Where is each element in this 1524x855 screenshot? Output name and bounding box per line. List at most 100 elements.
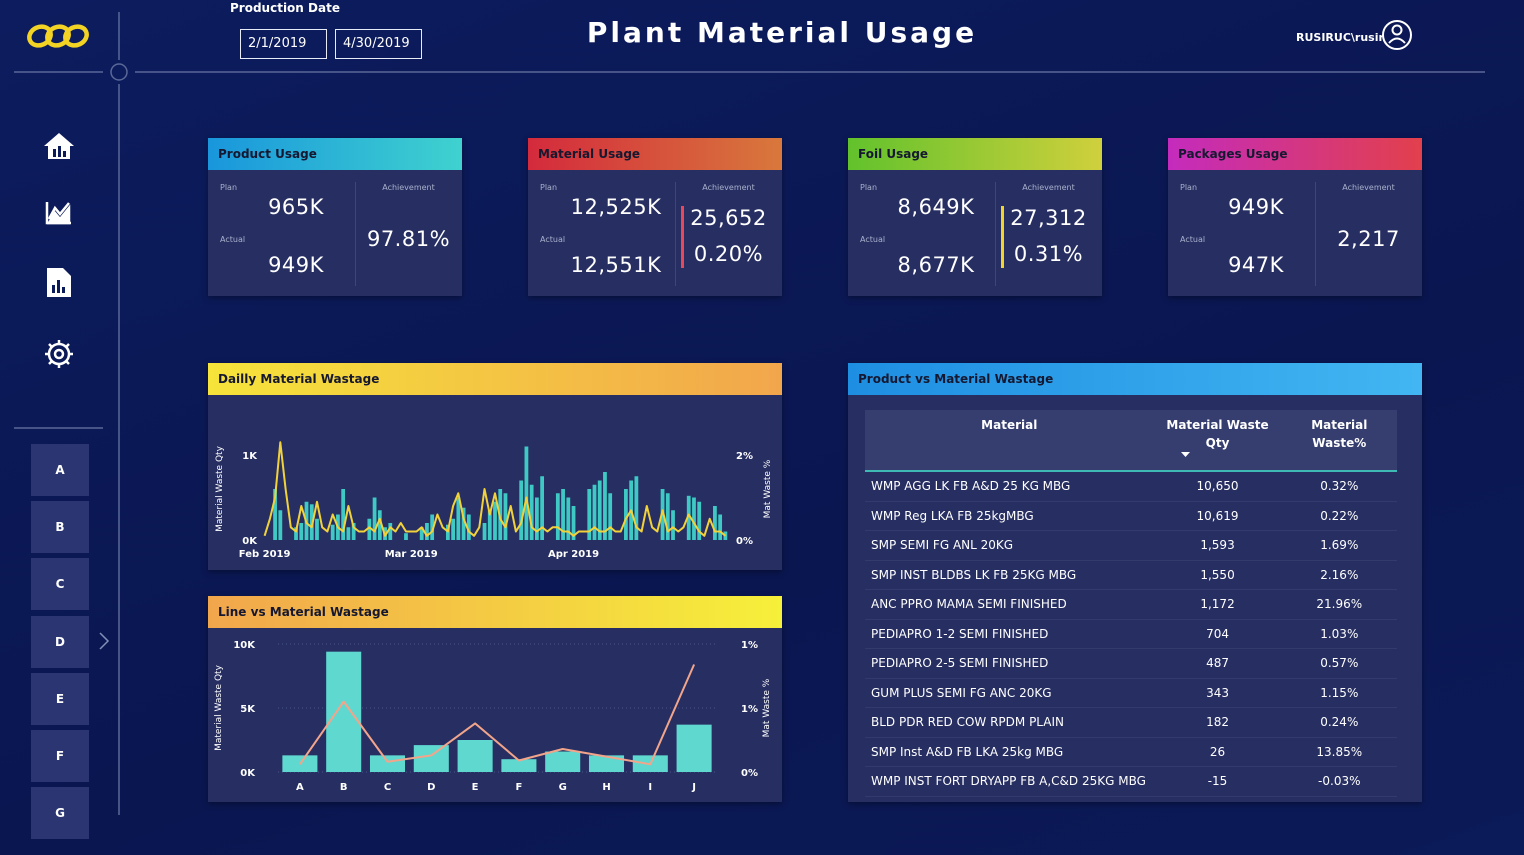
achievement-value: 0.20% [693,242,764,266]
achievement-value: 27,312 [1010,206,1087,230]
panel-title: Product vs Material Wastage [848,363,1422,395]
cell-value: 1,172 [1153,589,1282,620]
cell-material: GUM PLUS SEMI FG ANC 20KG [865,678,1154,708]
card-divider [1315,182,1316,286]
kpi-card: Packages Usage Plan 949K Actual 947K Achievem… [1168,138,1422,296]
column-header[interactable]: Material [865,410,1154,472]
achievement-label: Achievement [382,183,435,192]
table-row: GUM PLUS SEMI FG ANC 20KG 343 1.15% [865,678,1397,708]
cell-material: PEDIAPRO 2-5 SEMI FINISHED [865,648,1154,679]
daily-panel: Dailly Material Wastage [208,363,782,570]
actual-label: Actual [860,235,886,244]
plan-value: 965K [268,195,324,219]
cell-value: 26 [1153,737,1282,767]
cell-value: 0.57% [1281,648,1397,679]
cell-material: ANC PPRO MAMA SEMI FINISHED [865,589,1154,620]
table-row: SMP Inst A&D FB LKA 25kg MBG 26 13.85% [865,737,1397,767]
cell-material: BLD PDR RED COW RPDM PLAIN [865,707,1154,738]
panel-title: Line vs Material Wastage [208,596,782,628]
nav-button[interactable]: C [31,558,89,611]
cell-value: 10,650 [1153,471,1282,502]
cell-value: 1.03% [1281,619,1397,649]
cell-value: 1.15% [1281,678,1397,708]
cell-value: 0.24% [1281,707,1397,738]
home-icon[interactable] [44,133,74,159]
table-row: SMP SEMI FG ANL 20KG 1,593 1.69% [865,530,1397,561]
accent-bar [681,206,684,268]
plan-label: Plan [540,183,558,192]
nav-button[interactable]: B [31,501,89,554]
achievement-value: 2,217 [1337,227,1400,251]
chart-icon[interactable] [45,202,71,225]
table-row: ANC PPRO MAMA SEMI FINISHED 1,172 21.96% [865,589,1397,620]
settings-icon[interactable] [45,340,73,368]
column-header[interactable]: Material Waste Qty [1153,410,1282,472]
actual-value: 12,551K [570,253,662,277]
achievement-value: 25,652 [690,206,767,230]
header-row: Material Material Waste Qty Material Waste… [865,410,1397,472]
plan-label: Plan [1180,183,1198,192]
cell-value: -15 [1153,766,1282,797]
cell-value: 704 [1153,619,1282,649]
cell-material: SMP SEMI FG ANL 20KG [865,530,1154,561]
column-header[interactable]: Material Waste% [1281,410,1397,472]
plan-value: 949K [1228,195,1284,219]
card-title: Foil Usage [848,138,1102,170]
cell-material: PEDIAPRO 1-2 SEMI FINISHED [865,619,1154,649]
expand-chevron[interactable] [99,632,110,650]
achievement-label: Achievement [702,183,755,192]
table-panel: Product vs Material Wastage Material Mate… [848,363,1422,802]
card-title: Packages Usage [1168,138,1422,170]
actual-value: 949K [268,253,324,277]
page-title: Plant Material Usage [586,16,978,49]
cell-material: SMP Inst A&D FB LKA 25kg MBG [865,737,1154,767]
cell-value: 21.96% [1281,589,1397,620]
cell-material: WMP INST FORT DRYAPP FB A,C&D 25KG MBG [865,766,1154,797]
nav-button[interactable]: E [31,672,89,725]
cell-value: 1.69% [1281,530,1397,561]
kpi-card: Foil Usage Plan 8,649K Actual 8,677K Achievem… [848,138,1102,296]
user-name: RUSIRUC\rusir [1296,31,1384,44]
line-panel: Line vs Material Wastage [208,596,782,802]
start-date[interactable]: 2/1/2019 [240,29,327,59]
cell-material: WMP AGG LK FB A&D 25 KG MBG [865,471,1154,502]
table-row: SMP INST BLDBS LK FB 25KG MBG 1,550 2.16% [865,560,1397,590]
nav-button[interactable]: A [31,444,89,496]
cell-material: SMP INST BLDBS LK FB 25KG MBG [865,560,1154,590]
cell-value: 1,593 [1153,530,1282,561]
cell-value: 2.16% [1281,560,1397,590]
table-row: PEDIAPRO 1-2 SEMI FINISHED 704 1.03% [865,619,1397,649]
table-row: WMP Reg LKA FB 25kgMBG 10,619 0.22% [865,501,1397,531]
accent-bar [1001,206,1004,268]
date-label: Production Date [230,1,340,15]
panel-title: Dailly Material Wastage [208,363,782,395]
nav-button[interactable]: F [31,730,89,782]
table-row: WMP AGG LK FB A&D 25 KG MBG 10,650 0.32% [865,471,1397,502]
user-icon[interactable] [1382,20,1412,50]
cell-value: -0.03% [1281,766,1397,797]
actual-value: 947K [1228,253,1284,277]
achievement-value: 0.31% [1013,242,1084,266]
achievement-value: 97.81% [366,227,451,251]
cell-value: 182 [1153,707,1282,738]
nav-button[interactable]: D [31,615,89,668]
card-divider [995,182,996,286]
wastage-table: Material Material Waste Qty Material Waste… [865,410,1397,797]
card-title: Material Usage [528,138,782,170]
report-icon[interactable] [47,268,71,297]
card-title: Product Usage [208,138,462,170]
actual-label: Actual [1180,235,1206,244]
cell-value: 10,619 [1153,501,1282,531]
table-row: BLD PDR RED COW RPDM PLAIN 182 0.24% [865,707,1397,738]
nav-button[interactable]: G [31,787,89,840]
actual-label: Actual [220,235,246,244]
plan-label: Plan [220,183,238,192]
actual-label: Actual [540,235,566,244]
card-divider [675,182,676,286]
plan-value: 12,525K [570,195,662,219]
plan-label: Plan [860,183,878,192]
kpi-card: Product Usage Plan 965K Actual 949K Achieveme… [208,138,462,296]
achievement-label: Achievement [1022,183,1075,192]
end-date[interactable]: 4/30/2019 [335,29,422,59]
